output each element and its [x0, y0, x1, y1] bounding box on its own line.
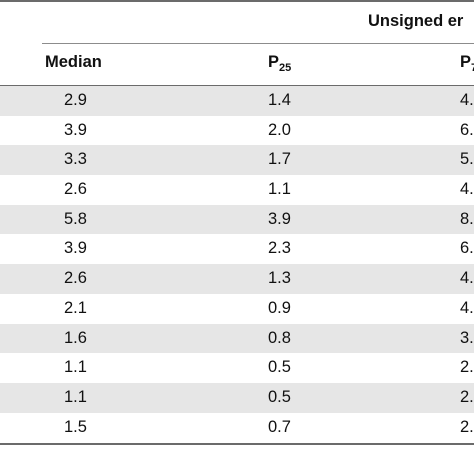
- table-row: 3.9 2.0 6.: [0, 116, 474, 146]
- median-cell: 2.1: [64, 298, 87, 317]
- column-group-rule: [42, 43, 474, 44]
- table-row: 2.6 1.3 4.: [0, 264, 474, 294]
- p25-cell: 3.9: [268, 209, 291, 228]
- median-cell: 2.9: [64, 91, 87, 109]
- p75-cell: 2.: [460, 358, 474, 377]
- p75-cell: 5.: [460, 150, 474, 169]
- table-row: 1.6 0.8 3.: [0, 323, 474, 354]
- table-row: 5.8 3.9 8.: [0, 204, 474, 235]
- p25-subscript: 25: [279, 62, 292, 74]
- p25-cell: 2.3: [268, 239, 291, 258]
- p75-cell: 6.: [460, 120, 474, 139]
- table-row: 3.3 1.7 5.: [0, 145, 474, 176]
- table-row: 2.9 1.4 4.: [0, 86, 474, 116]
- column-header-p25: P25: [268, 53, 291, 74]
- p75-cell: 4.: [460, 91, 474, 109]
- p75-cell: 8.: [460, 209, 474, 228]
- median-cell: 1.1: [64, 358, 87, 377]
- median-cell: 2.6: [64, 269, 87, 288]
- p25-cell: 1.7: [268, 150, 291, 169]
- p25-cell: 0.5: [268, 358, 291, 377]
- column-header-median: Median: [45, 53, 102, 71]
- median-cell: 5.8: [64, 209, 87, 228]
- p75-cell: 4.: [460, 298, 474, 317]
- p75-cell: 2.: [460, 417, 474, 436]
- p25-cell: 0.7: [268, 417, 291, 436]
- table-row: 1.5 0.7 2.: [0, 413, 474, 443]
- p75-cell: 4.: [460, 269, 474, 288]
- median-cell: 1.6: [64, 328, 87, 347]
- header-rule: [0, 85, 474, 86]
- p25-cell: 1.1: [268, 180, 291, 199]
- column-group-header: Unsigned er: [368, 12, 464, 30]
- p25-cell: 0.5: [268, 387, 291, 406]
- p25-cell: 2.0: [268, 120, 291, 139]
- p25-cell: 1.3: [268, 269, 291, 288]
- table-row: 3.9 2.3 6.: [0, 234, 474, 264]
- p25-symbol: P: [268, 53, 280, 71]
- table-top-rule: [0, 0, 474, 2]
- p25-cell: 0.9: [268, 298, 291, 317]
- p75-cell: 3.: [460, 328, 474, 347]
- p75-cell: 4.: [460, 180, 474, 199]
- median-cell: 3.3: [64, 150, 87, 169]
- p75-cell: 6.: [460, 239, 474, 258]
- p25-cell: 1.4: [268, 91, 291, 109]
- table-body: 2.9 1.4 4. 3.9 2.0 6. 3.3 1.7 5. 2.6 1.1 4. 5.8 3.9 8.…: [0, 86, 474, 442]
- p75-subscript: 75: [471, 62, 474, 74]
- table-row: 1.1 0.5 2.: [0, 353, 474, 383]
- table-bottom-rule: [0, 443, 474, 445]
- median-cell: 1.1: [64, 387, 87, 406]
- median-cell: 2.6: [64, 180, 87, 199]
- median-cell: 3.9: [64, 239, 87, 258]
- table-row: 1.1 0.5 2.: [0, 382, 474, 413]
- table-row: 2.1 0.9 4.: [0, 294, 474, 324]
- median-cell: 1.5: [64, 417, 87, 436]
- p75-symbol: P: [460, 53, 472, 71]
- table-row: 2.6 1.1 4.: [0, 175, 474, 205]
- median-cell: 3.9: [64, 120, 87, 139]
- column-header-p75: P75: [460, 53, 474, 74]
- p75-cell: 2.: [460, 387, 474, 406]
- p25-cell: 0.8: [268, 328, 291, 347]
